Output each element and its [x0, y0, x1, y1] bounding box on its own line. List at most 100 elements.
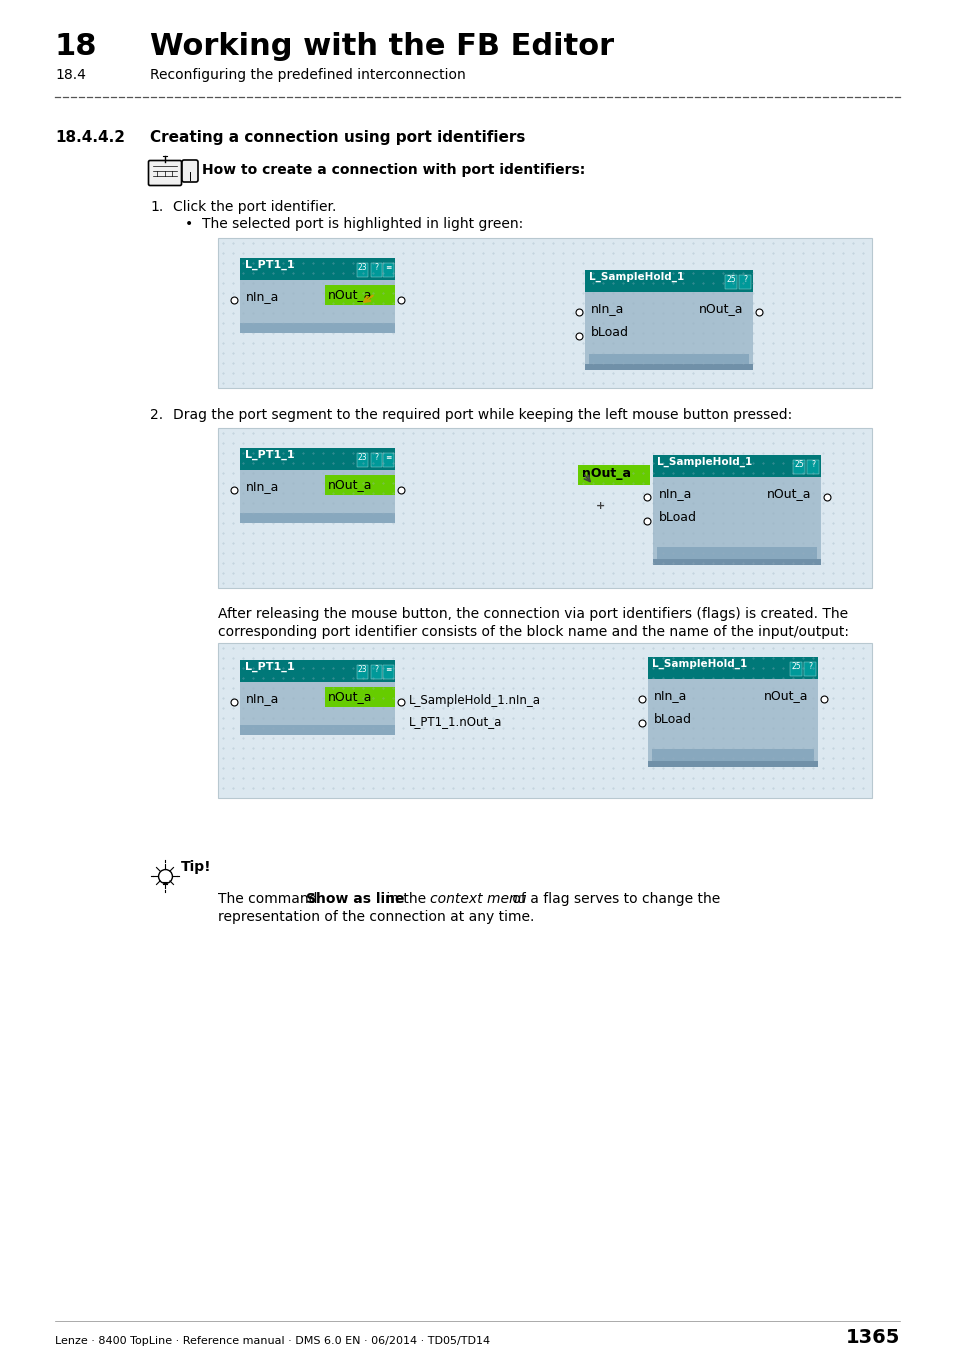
Text: Show as line: Show as line [306, 892, 404, 906]
FancyBboxPatch shape [218, 238, 871, 387]
FancyBboxPatch shape [356, 263, 368, 277]
FancyBboxPatch shape [647, 761, 817, 767]
FancyBboxPatch shape [240, 682, 395, 734]
FancyBboxPatch shape [371, 454, 381, 467]
FancyBboxPatch shape [325, 285, 395, 305]
FancyBboxPatch shape [218, 643, 871, 798]
Text: nIn_a: nIn_a [246, 481, 279, 493]
Text: Click the port identifier.: Click the port identifier. [172, 200, 336, 215]
Text: nOut_a: nOut_a [763, 688, 807, 702]
FancyBboxPatch shape [647, 679, 817, 767]
FancyBboxPatch shape [356, 666, 368, 679]
FancyBboxPatch shape [724, 275, 737, 289]
FancyBboxPatch shape [652, 455, 821, 477]
Text: nIn_a: nIn_a [246, 693, 279, 705]
FancyBboxPatch shape [584, 364, 752, 370]
FancyBboxPatch shape [240, 323, 395, 333]
Text: L_PT1_1: L_PT1_1 [245, 662, 294, 672]
FancyBboxPatch shape [588, 354, 748, 370]
Text: 1365: 1365 [844, 1328, 899, 1347]
Text: ?: ? [375, 263, 378, 271]
FancyBboxPatch shape [792, 460, 804, 474]
Text: L_SampleHold_1: L_SampleHold_1 [651, 659, 746, 670]
FancyBboxPatch shape [240, 448, 395, 470]
Text: 18.4: 18.4 [55, 68, 86, 82]
Text: 1.: 1. [150, 200, 163, 215]
Text: ?: ? [810, 460, 814, 468]
FancyBboxPatch shape [739, 275, 750, 289]
FancyBboxPatch shape [647, 657, 817, 679]
Text: How to create a connection with port identifiers:: How to create a connection with port ide… [202, 163, 584, 177]
Text: nIn_a: nIn_a [246, 290, 279, 302]
FancyBboxPatch shape [371, 666, 381, 679]
Text: ?: ? [807, 662, 811, 671]
FancyBboxPatch shape [803, 662, 815, 676]
Text: 25: 25 [790, 662, 800, 671]
Text: Working with the FB Editor: Working with the FB Editor [150, 32, 614, 61]
Text: bLoad: bLoad [654, 713, 691, 726]
FancyBboxPatch shape [325, 687, 395, 707]
FancyBboxPatch shape [182, 161, 198, 182]
Text: nIn_a: nIn_a [659, 487, 692, 500]
FancyBboxPatch shape [789, 662, 801, 676]
Text: bLoad: bLoad [590, 325, 628, 339]
Text: bLoad: bLoad [659, 512, 697, 524]
FancyBboxPatch shape [218, 428, 871, 589]
FancyBboxPatch shape [325, 475, 395, 495]
Text: L_SampleHold_1: L_SampleHold_1 [657, 458, 752, 467]
FancyBboxPatch shape [652, 559, 821, 566]
FancyBboxPatch shape [149, 161, 181, 185]
Text: Reconfiguring the predefined interconnection: Reconfiguring the predefined interconnec… [150, 68, 465, 82]
Text: nIn_a: nIn_a [590, 302, 623, 315]
FancyBboxPatch shape [651, 749, 813, 767]
FancyBboxPatch shape [240, 660, 395, 682]
Text: 23: 23 [357, 666, 367, 674]
Text: context menu: context menu [430, 892, 526, 906]
FancyBboxPatch shape [382, 263, 394, 277]
Text: L_SampleHold_1.nIn_a: L_SampleHold_1.nIn_a [409, 694, 540, 707]
Text: 23: 23 [357, 263, 367, 271]
Text: nOut_a: nOut_a [328, 690, 372, 703]
FancyBboxPatch shape [382, 454, 394, 467]
Text: Creating a connection using port identifiers: Creating a connection using port identif… [150, 130, 525, 144]
Text: L_PT1_1.nOut_a: L_PT1_1.nOut_a [409, 716, 502, 728]
Text: nOut_a: nOut_a [699, 302, 742, 315]
FancyBboxPatch shape [240, 513, 395, 522]
Text: 2.: 2. [150, 408, 163, 423]
FancyBboxPatch shape [240, 725, 395, 734]
Text: ?: ? [375, 454, 378, 462]
Text: Tip!: Tip! [181, 860, 212, 873]
FancyBboxPatch shape [356, 454, 368, 467]
FancyBboxPatch shape [584, 292, 752, 370]
Text: corresponding port identifier consists of the block name and the name of the inp: corresponding port identifier consists o… [218, 625, 848, 639]
Text: The command: The command [218, 892, 321, 906]
Text: 23: 23 [357, 454, 367, 462]
Text: L_PT1_1: L_PT1_1 [245, 261, 294, 270]
FancyBboxPatch shape [371, 263, 381, 277]
Text: 18.4.4.2: 18.4.4.2 [55, 130, 125, 144]
Text: After releasing the mouse button, the connection via port identifiers (flags) is: After releasing the mouse button, the co… [218, 608, 847, 621]
FancyBboxPatch shape [806, 460, 818, 474]
Text: ≡: ≡ [385, 454, 392, 462]
FancyBboxPatch shape [652, 477, 821, 566]
Text: ?: ? [742, 275, 746, 284]
Text: nOut_a: nOut_a [328, 478, 372, 491]
FancyBboxPatch shape [657, 547, 816, 566]
Text: of a flag serves to change the: of a flag serves to change the [507, 892, 720, 906]
FancyBboxPatch shape [584, 270, 752, 292]
Text: nIn_a: nIn_a [654, 688, 687, 702]
FancyBboxPatch shape [240, 279, 395, 333]
Text: +: + [596, 501, 604, 512]
Text: L_PT1_1: L_PT1_1 [245, 450, 294, 460]
FancyBboxPatch shape [382, 666, 394, 679]
Text: in the: in the [381, 892, 430, 906]
Text: ≡: ≡ [385, 666, 392, 674]
Text: nOut_a: nOut_a [766, 487, 811, 500]
Text: •  The selected port is highlighted in light green:: • The selected port is highlighted in li… [185, 217, 522, 231]
FancyBboxPatch shape [240, 470, 395, 522]
Text: ≡: ≡ [385, 263, 392, 271]
Text: L_SampleHold_1: L_SampleHold_1 [588, 271, 683, 282]
FancyBboxPatch shape [240, 258, 395, 279]
Text: 25: 25 [725, 275, 735, 284]
Text: nOut_a: nOut_a [581, 467, 630, 481]
